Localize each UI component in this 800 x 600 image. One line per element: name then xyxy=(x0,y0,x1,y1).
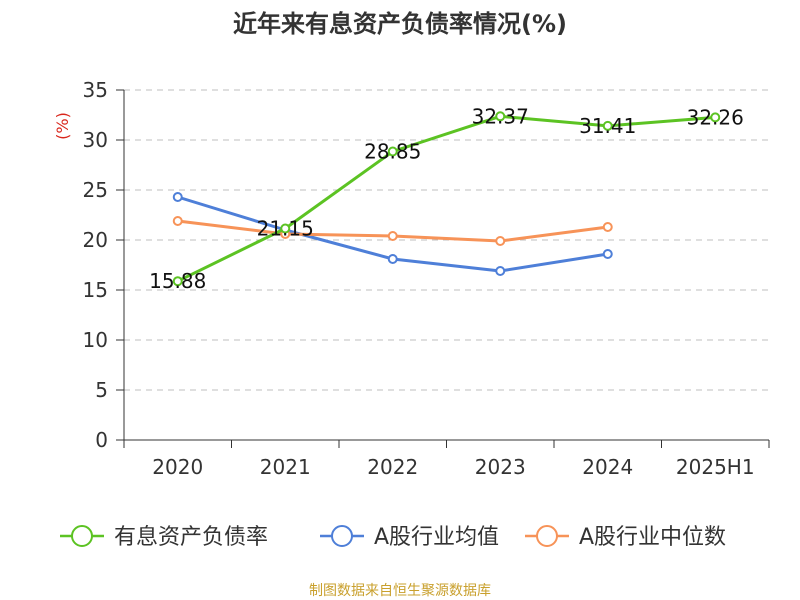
x-tick-label: 2023 xyxy=(475,455,526,479)
y-tick-label: 35 xyxy=(83,78,108,102)
y-axis-unit-label: (%) xyxy=(53,112,72,140)
data-label: 32.26 xyxy=(687,105,744,129)
chart-title: 近年来有息资产负债率情况(%) xyxy=(233,10,567,38)
x-tick-label: 2022 xyxy=(367,455,418,479)
y-tick-label: 20 xyxy=(83,228,108,252)
data-label: 32.37 xyxy=(472,104,529,128)
data-point xyxy=(387,146,398,157)
data-label: 31.41 xyxy=(579,114,636,138)
data-point xyxy=(172,276,183,287)
x-tick-label: 2024 xyxy=(582,455,633,479)
y-tick-label: 0 xyxy=(95,428,108,452)
data-label: 15.88 xyxy=(149,269,206,293)
data-point xyxy=(387,231,398,241)
data-point xyxy=(172,192,183,202)
data-point xyxy=(387,254,398,264)
series-line-0 xyxy=(177,114,716,283)
legend-label: 有息资产负债率 xyxy=(114,525,268,550)
source-note: 制图数据来自恒生聚源数据库 xyxy=(309,583,491,599)
x-tick-label: 2020 xyxy=(152,455,203,479)
series-lines xyxy=(172,111,721,287)
axes: 0 5 10 15 20 25 30 35 2020 2021 2022 2023 2024 2025H1 xyxy=(83,78,770,479)
data-point xyxy=(710,112,721,123)
legend-label: A股行业均值 xyxy=(374,525,499,550)
data-point xyxy=(172,216,183,226)
y-tick-label: 15 xyxy=(83,278,108,302)
legend-swatch-marker xyxy=(331,525,353,547)
legend-label: A股行业中位数 xyxy=(579,525,726,550)
data-point xyxy=(602,249,613,259)
y-tick-label: 10 xyxy=(83,328,108,352)
data-label: 21.15 xyxy=(257,217,314,241)
y-tick-label: 25 xyxy=(83,178,108,202)
data-labels: 15.88 21.15 28.85 32.37 31.41 32.26 xyxy=(149,104,744,293)
y-tick-label: 30 xyxy=(83,128,108,152)
legend: 有息资产负债率 A股行业均值 A股行业中位数 xyxy=(60,525,726,550)
data-point xyxy=(495,266,506,276)
data-label: 28.85 xyxy=(364,140,421,164)
data-point xyxy=(602,222,613,232)
data-point xyxy=(495,111,506,122)
data-point xyxy=(280,223,291,234)
x-tick-label: 2021 xyxy=(260,455,311,479)
data-point xyxy=(495,236,506,246)
legend-swatch-marker xyxy=(536,525,558,547)
legend-swatch-marker xyxy=(71,525,93,547)
x-tick-label: 2025H1 xyxy=(676,455,755,479)
y-tick-label: 5 xyxy=(95,378,108,402)
data-point xyxy=(602,120,613,131)
